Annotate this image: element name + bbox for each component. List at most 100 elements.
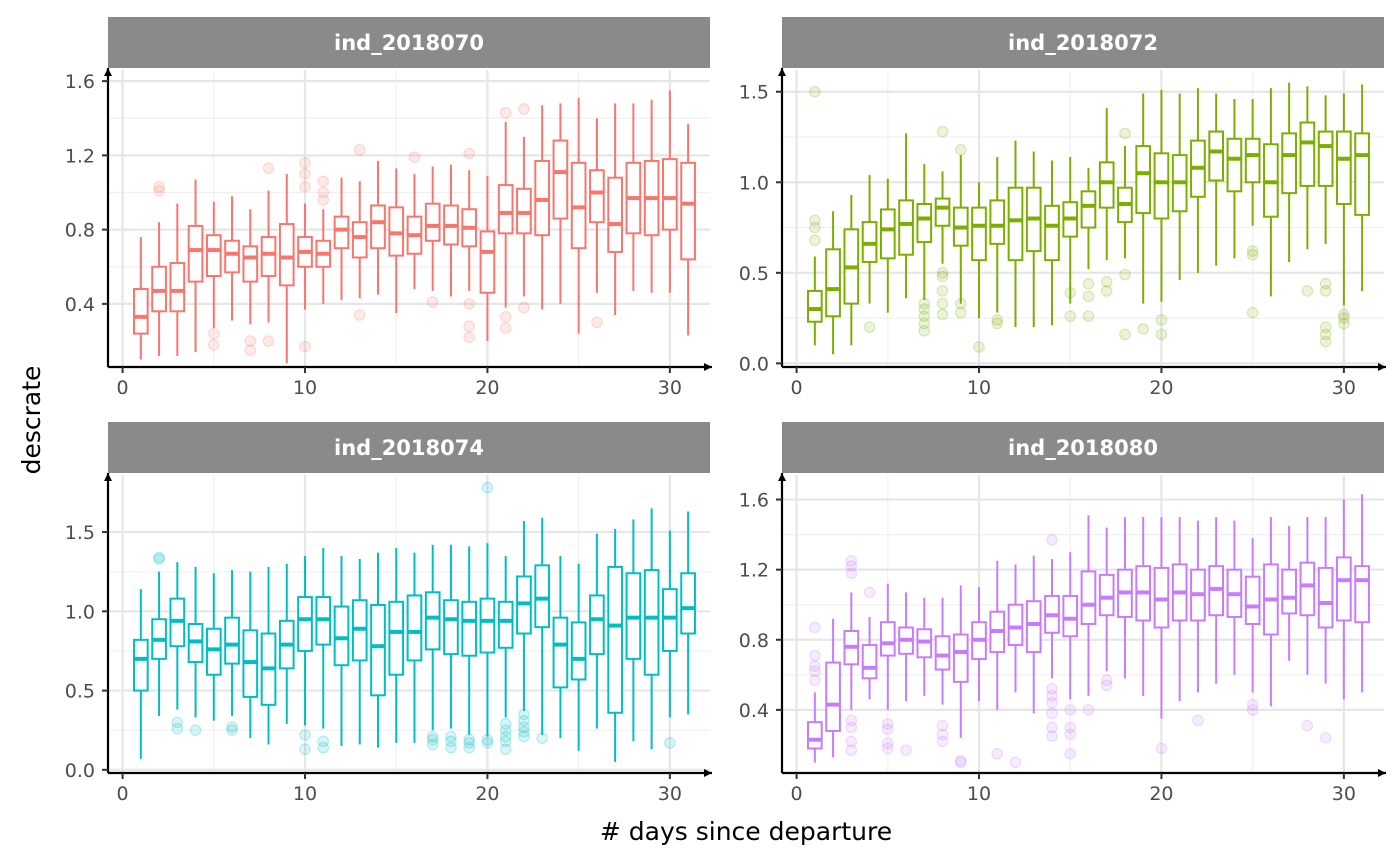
outlier-point (1082, 310, 1095, 323)
y-tick-label: 1.5 (65, 522, 95, 544)
outlier-point (845, 744, 858, 757)
outlier-point (208, 327, 220, 340)
outlier-point (153, 181, 165, 193)
box-day-21 (1171, 517, 1188, 702)
box-iqr (952, 633, 969, 683)
facet-strip (108, 422, 710, 473)
outlier-point (518, 103, 530, 115)
box-iqr (1299, 121, 1316, 187)
outlier-point (809, 660, 821, 672)
box-day-28 (625, 103, 642, 291)
outlier-point (299, 340, 311, 353)
outlier-point (1301, 719, 1314, 732)
box-day-19 (461, 546, 478, 754)
box-day-8 (934, 125, 951, 321)
box-day-2 (825, 618, 841, 758)
outlier-point (936, 125, 949, 138)
box-iqr (825, 248, 841, 318)
box-day-20 (479, 481, 496, 749)
box-day-5 (205, 201, 222, 351)
box-day-22 (516, 520, 532, 743)
box-day-25 (1244, 98, 1261, 319)
box-day-8 (260, 162, 277, 347)
y-tick-label: 1.2 (739, 560, 769, 582)
box-day-14 (370, 160, 386, 295)
y-tick-label: 1.0 (739, 172, 769, 194)
outlier-point (499, 724, 512, 737)
outlier-point (809, 649, 821, 662)
y-axis-line-arrowhead (104, 68, 112, 76)
box-day-9 (278, 563, 295, 724)
box-iqr (1135, 145, 1152, 215)
x-axis-line-arrowhead (1378, 363, 1386, 371)
box-day-12 (333, 177, 350, 301)
outlier-point (317, 175, 330, 188)
box-day-9 (952, 143, 969, 319)
box-day-4 (187, 179, 204, 353)
box-iqr (806, 721, 823, 750)
box-day-5 (879, 583, 896, 755)
box-day-4 (861, 175, 878, 333)
outlier-point (463, 320, 475, 332)
box-day-27 (607, 528, 623, 762)
outlier-point (299, 181, 311, 193)
outlier-point (1338, 317, 1350, 330)
box-iqr (1354, 132, 1370, 216)
box-iqr (1317, 566, 1334, 629)
box-iqr (1080, 570, 1097, 625)
x-tick-label: 30 (1332, 377, 1356, 399)
outlier-point (936, 285, 949, 297)
box-day-1 (132, 237, 149, 360)
box-iqr (1317, 130, 1334, 187)
box-day-13 (1025, 555, 1042, 714)
box-day-4 (187, 566, 204, 737)
box-iqr (1098, 573, 1115, 617)
outlier-point (299, 729, 311, 741)
outlier-point (426, 733, 439, 746)
box-iqr (242, 245, 259, 283)
outlier-point (882, 723, 894, 735)
outlier-point (445, 730, 457, 743)
box-day-15 (388, 547, 405, 743)
outlier-point (1100, 674, 1113, 686)
x-tick-label: 20 (475, 783, 499, 805)
box-day-11 (989, 156, 1006, 330)
box-day-13 (351, 144, 368, 321)
box-iqr (971, 206, 987, 262)
outlier-point (1319, 328, 1332, 341)
x-axis-line-arrowhead (704, 769, 712, 777)
box-day-2 (151, 551, 167, 716)
y-tick-label: 1.5 (739, 82, 769, 104)
outlier-point (1046, 707, 1058, 720)
outlier-point (499, 311, 512, 323)
outlier-point (882, 737, 894, 749)
box-day-10 (297, 157, 313, 353)
box-day-15 (1062, 156, 1079, 323)
outlier-point (518, 721, 530, 733)
box-iqr (479, 230, 496, 294)
outlier-point (1319, 335, 1332, 348)
outlier-point (1064, 310, 1077, 323)
box-iqr (1044, 204, 1060, 262)
box-day-16 (406, 151, 423, 290)
outlier-point (1082, 277, 1095, 290)
outlier-point (591, 316, 603, 329)
outlier-point (1155, 314, 1168, 326)
box-iqr (370, 603, 386, 697)
box-iqr (643, 569, 660, 676)
outlier-point (1046, 721, 1058, 734)
box-iqr (406, 594, 423, 662)
box-day-10 (297, 555, 313, 756)
y-tick-label: 1.0 (65, 601, 95, 623)
box-iqr (1336, 130, 1352, 206)
outlier-point (954, 143, 967, 156)
facet-panel-ind_2018072: ind_2018072 0 10 20 30 0.0 0.5 1.0 1.5 (739, 17, 1386, 399)
y-tick-label: 0.0 (65, 760, 95, 782)
outlier-point (809, 674, 821, 686)
box-day-5 (879, 178, 896, 313)
outlier-point (1119, 328, 1131, 341)
outlier-point (317, 194, 330, 206)
box-iqr (205, 234, 222, 278)
outlier-point (299, 743, 311, 756)
outlier-point (1338, 308, 1350, 321)
